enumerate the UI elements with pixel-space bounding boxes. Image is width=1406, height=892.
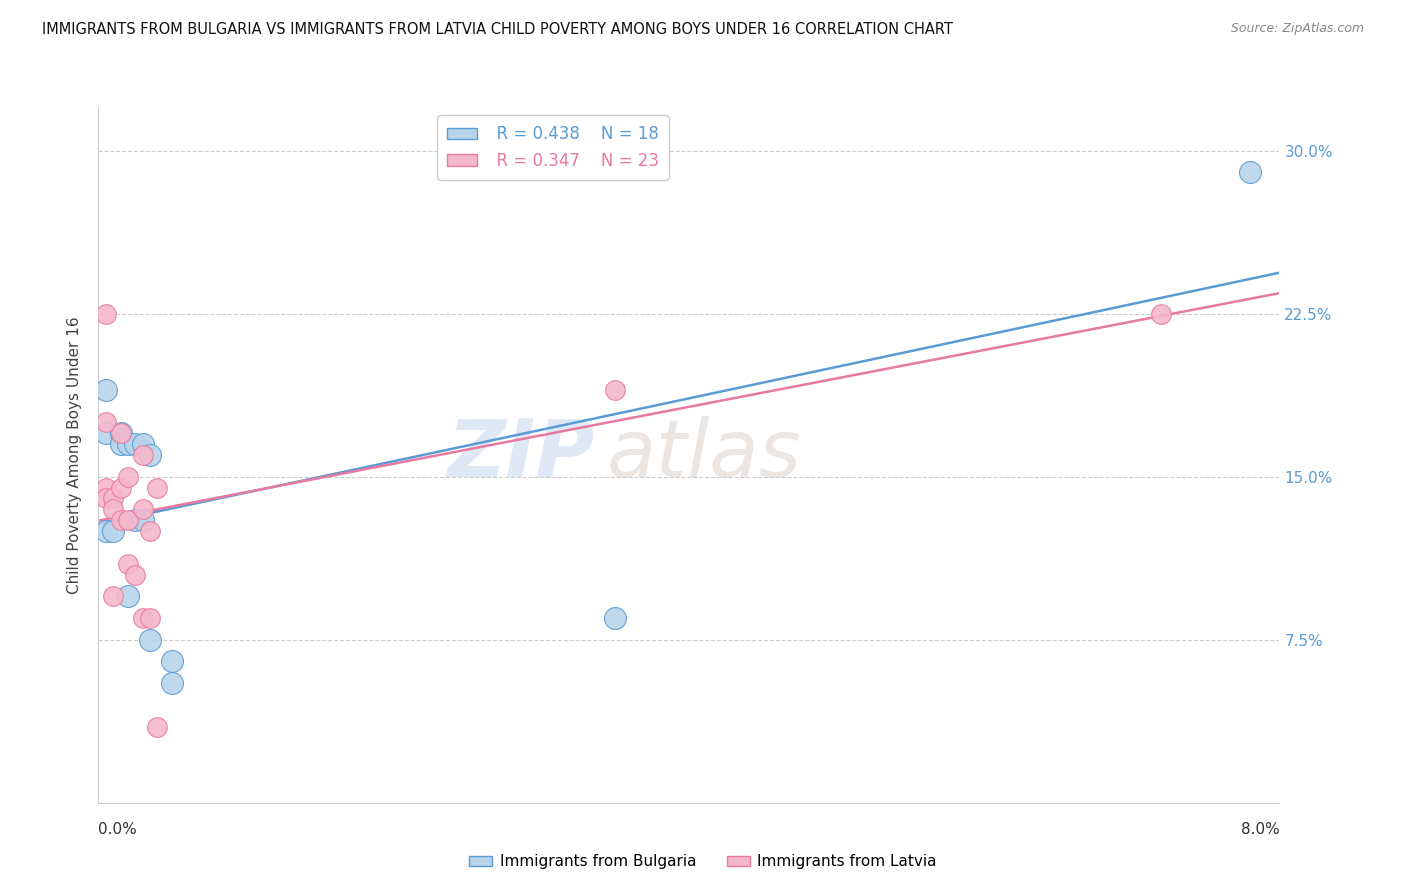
Point: [110, 426, 132, 441]
Point: [117, 437, 139, 451]
Point: [117, 513, 139, 527]
Point: [162, 676, 183, 690]
Point: [117, 557, 139, 571]
Point: [94, 415, 117, 429]
Point: [94, 524, 117, 538]
Text: atlas: atlas: [606, 416, 801, 494]
Legend:   R = 0.438    N = 18,   R = 0.347    N = 23: R = 0.438 N = 18, R = 0.347 N = 23: [437, 115, 669, 179]
Point: [1150, 307, 1173, 321]
Text: 8.0%: 8.0%: [1240, 822, 1279, 837]
Point: [110, 426, 132, 441]
Point: [132, 502, 155, 516]
Point: [132, 611, 155, 625]
Point: [103, 589, 125, 603]
Point: [94, 491, 117, 506]
Point: [110, 437, 132, 451]
Text: Source: ZipAtlas.com: Source: ZipAtlas.com: [1230, 22, 1364, 36]
Point: [94, 426, 117, 441]
Point: [146, 720, 169, 734]
Point: [103, 524, 125, 538]
Point: [1239, 165, 1261, 179]
Point: [117, 469, 139, 483]
Point: [94, 481, 117, 495]
Point: [139, 448, 162, 462]
Text: 0.0%: 0.0%: [98, 822, 138, 837]
Point: [124, 567, 146, 582]
Point: [139, 611, 162, 625]
Point: [132, 448, 155, 462]
Point: [103, 491, 125, 506]
Point: [124, 437, 146, 451]
Point: [110, 481, 132, 495]
Text: ZIP: ZIP: [447, 416, 595, 494]
Point: [132, 513, 155, 527]
Point: [110, 513, 132, 527]
Legend: Immigrants from Bulgaria, Immigrants from Latvia: Immigrants from Bulgaria, Immigrants fro…: [463, 848, 943, 875]
Point: [605, 383, 627, 397]
Point: [139, 632, 162, 647]
Point: [605, 611, 627, 625]
Point: [132, 437, 155, 451]
Text: IMMIGRANTS FROM BULGARIA VS IMMIGRANTS FROM LATVIA CHILD POVERTY AMONG BOYS UNDE: IMMIGRANTS FROM BULGARIA VS IMMIGRANTS F…: [42, 22, 953, 37]
Point: [94, 383, 117, 397]
Point: [94, 307, 117, 321]
Point: [146, 481, 169, 495]
Point: [124, 513, 146, 527]
Y-axis label: Child Poverty Among Boys Under 16: Child Poverty Among Boys Under 16: [67, 316, 83, 594]
Point: [117, 589, 139, 603]
Point: [162, 655, 183, 669]
Point: [139, 524, 162, 538]
Point: [103, 502, 125, 516]
